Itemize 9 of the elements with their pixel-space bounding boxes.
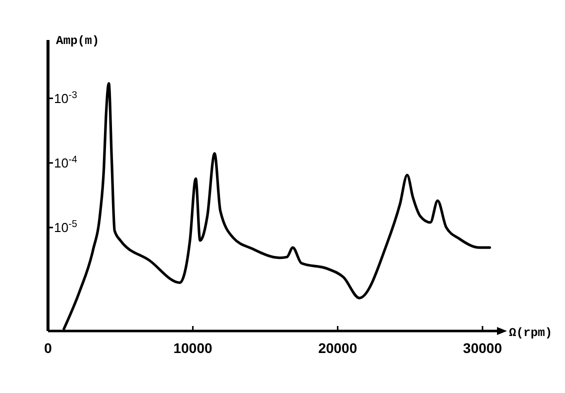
x-axis-title: Ω(rpm)	[509, 326, 552, 340]
x-tick-label: 10000	[173, 340, 213, 356]
y-tick-label: 10$^{-3}$	[54, 89, 78, 106]
y-axis-title: Amp(m)	[56, 34, 100, 48]
y-tick-label: 10$^{-4}$	[54, 154, 78, 170]
y-tick-label: 10$^{-5}$	[54, 218, 78, 236]
x-tick-label: 0	[44, 340, 52, 356]
x-tick-label: 20000	[318, 340, 358, 356]
x-tick-label: 30000	[463, 340, 502, 356]
